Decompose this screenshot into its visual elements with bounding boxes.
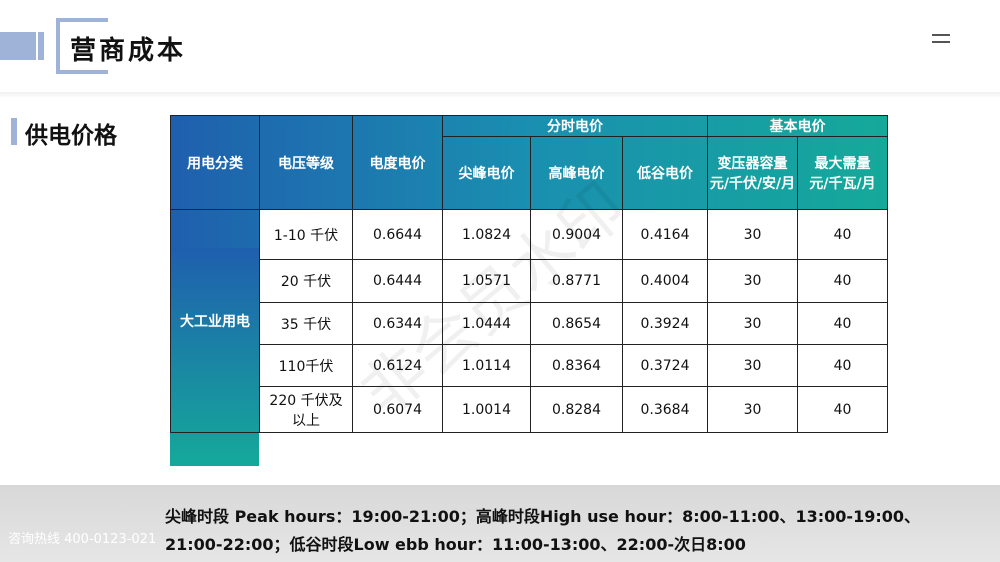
table-cell: 1.0824 bbox=[442, 209, 531, 260]
table-cell: 0.6344 bbox=[352, 302, 443, 345]
table-cell: 0.3684 bbox=[622, 386, 708, 433]
table-cell: 220 千伏及以上 bbox=[259, 386, 353, 433]
section-bar bbox=[11, 118, 17, 145]
data-row: 220 千伏及以上 0.6074 1.0014 0.8284 0.3684 30 40 bbox=[171, 386, 888, 433]
table-cell: 0.9004 bbox=[530, 209, 623, 260]
header-bar bbox=[38, 32, 44, 60]
table-cell: 低谷电价 bbox=[622, 136, 708, 210]
table-cell: 20 千伏 bbox=[259, 259, 353, 303]
table-cell: 0.6444 bbox=[352, 259, 443, 303]
cell-line: 变压器容量 bbox=[717, 156, 788, 172]
footer-note: 尖峰时段 Peak hours：19:00-21:00；高峰时段High use… bbox=[165, 507, 921, 526]
table-cell: 尖峰电价 bbox=[442, 136, 531, 210]
menu-icon[interactable] bbox=[932, 34, 950, 43]
table-cell: 30 bbox=[707, 259, 798, 303]
table-cell: 0.6644 bbox=[352, 209, 443, 260]
data-row: 大工业用电 1-10 千伏 0.6644 1.0824 0.9004 0.4164 30 40 bbox=[170, 209, 888, 433]
table-cell: 30 bbox=[707, 386, 798, 433]
table-cell: 0.6074 bbox=[352, 386, 443, 433]
price-table: 用电分类 电压等级 电度电价 分时电价 基本电价 尖峰电价 高峰电价 低谷电价 变压器容量 元/千… bbox=[170, 115, 888, 433]
cell-line: 元/千瓦/月 bbox=[809, 176, 876, 192]
table-cell: 1-10 千伏 bbox=[259, 209, 353, 260]
table-cell: 变压器容量元/千伏/安/月 bbox=[707, 136, 798, 210]
table-cell: 0.8364 bbox=[530, 344, 623, 387]
table-cell: 0.6124 bbox=[352, 344, 443, 387]
header-title: 营商成本 bbox=[70, 36, 187, 66]
table-cell: 40 bbox=[797, 344, 888, 387]
header-row: 尖峰电价 高峰电价 低谷电价 变压器容量 元/千伏/安/月 最大需量 元/千瓦/月 bbox=[171, 136, 888, 210]
table-cell: 最大需量元/千瓦/月 bbox=[797, 136, 888, 210]
table-cell: 30 bbox=[707, 302, 798, 345]
table-cell: 0.8284 bbox=[530, 386, 623, 433]
table-cell: 35 千伏 bbox=[259, 302, 353, 345]
table-cell: 0.4164 bbox=[622, 209, 708, 260]
table-cell: 基本电价 bbox=[707, 115, 888, 137]
cell-line: 元/千伏/安/月 bbox=[709, 176, 796, 192]
table-cell: 0.4004 bbox=[622, 259, 708, 303]
data-row: 110千伏 0.6124 1.0114 0.8364 0.3724 30 40 bbox=[171, 344, 888, 387]
table-cell: 1.0571 bbox=[442, 259, 531, 303]
table-cell: 用电分类 bbox=[170, 115, 260, 210]
data-row: 20 千伏 0.6444 1.0571 0.8771 0.4004 30 40 bbox=[171, 259, 888, 303]
header-row: 用电分类 电压等级 电度电价 分时电价 基本电价 bbox=[170, 115, 888, 210]
header-shadow bbox=[0, 92, 1000, 98]
header-frame bbox=[56, 18, 108, 74]
header-bar bbox=[0, 32, 36, 60]
table-cell: 大工业用电 bbox=[170, 209, 260, 433]
data-row: 35 千伏 0.6344 1.0444 0.8654 0.3924 30 40 bbox=[171, 302, 888, 345]
hotline: 咨询热线 400-0123-021 bbox=[8, 532, 157, 547]
table-cell: 0.3924 bbox=[622, 302, 708, 345]
footer-band bbox=[0, 485, 1000, 562]
table-cell: 1.0114 bbox=[442, 344, 531, 387]
table-cell: 电压等级 bbox=[259, 115, 353, 210]
footer-note: 21:00-22:00；低谷时段Low ebb hour：11:00-13:00… bbox=[165, 535, 746, 554]
table-cell: 0.3724 bbox=[622, 344, 708, 387]
table-cell: 1.0014 bbox=[442, 386, 531, 433]
section-title: 供电价格 bbox=[25, 123, 117, 149]
table-cell: 30 bbox=[707, 344, 798, 387]
table-cell: 40 bbox=[797, 302, 888, 345]
table-cell: 电度电价 bbox=[352, 115, 443, 210]
table-cell: 40 bbox=[797, 209, 888, 260]
table-cell: 分时电价 bbox=[442, 115, 708, 137]
cell-line: 最大需量 bbox=[814, 156, 871, 172]
table-cell: 40 bbox=[797, 259, 888, 303]
table-cell: 40 bbox=[797, 386, 888, 433]
table-cell: 0.8771 bbox=[530, 259, 623, 303]
table-cell: 0.8654 bbox=[530, 302, 623, 345]
table-cell: 110千伏 bbox=[259, 344, 353, 387]
table-cell: 1.0444 bbox=[442, 302, 531, 345]
table-cell: 30 bbox=[707, 209, 798, 260]
